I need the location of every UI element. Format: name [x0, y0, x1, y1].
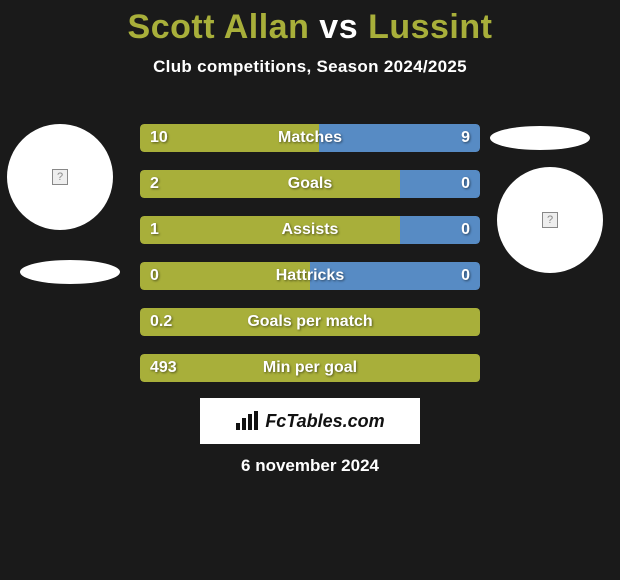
- subtitle: Club competitions, Season 2024/2025: [0, 57, 620, 77]
- stat-value-right: 9: [461, 124, 470, 152]
- stat-label: Matches: [140, 124, 480, 152]
- stat-label: Min per goal: [140, 354, 480, 382]
- player-right-shadow: [490, 126, 590, 150]
- stat-row: 0.2Goals per match: [140, 308, 480, 336]
- stat-label: Assists: [140, 216, 480, 244]
- player-right-avatar: ?: [497, 167, 603, 273]
- comparison-title: Scott Allan vs Lussint: [0, 0, 620, 47]
- bars-icon: [235, 411, 259, 431]
- player-left-shadow: [20, 260, 120, 284]
- stat-row: 493Min per goal: [140, 354, 480, 382]
- stat-row: 1Assists0: [140, 216, 480, 244]
- stat-label: Goals per match: [140, 308, 480, 336]
- footer-date: 6 november 2024: [0, 456, 620, 476]
- brand-badge: FcTables.com: [200, 398, 420, 444]
- stat-row: 2Goals0: [140, 170, 480, 198]
- player-left-avatar: ?: [7, 124, 113, 230]
- brand-text: FcTables.com: [265, 411, 384, 432]
- stat-value-right: 0: [461, 170, 470, 198]
- player-left-name: Scott Allan: [128, 8, 310, 46]
- image-placeholder-icon: ?: [542, 212, 558, 228]
- stat-row: 10Matches9: [140, 124, 480, 152]
- player-right-name: Lussint: [368, 8, 492, 46]
- stat-value-right: 0: [461, 216, 470, 244]
- vs-separator: vs: [309, 8, 368, 46]
- comparison-chart: 10Matches92Goals01Assists00Hattricks00.2…: [140, 124, 480, 400]
- stat-row: 0Hattricks0: [140, 262, 480, 290]
- image-placeholder-icon: ?: [52, 169, 68, 185]
- stat-value-right: 0: [461, 262, 470, 290]
- stat-label: Goals: [140, 170, 480, 198]
- stat-label: Hattricks: [140, 262, 480, 290]
